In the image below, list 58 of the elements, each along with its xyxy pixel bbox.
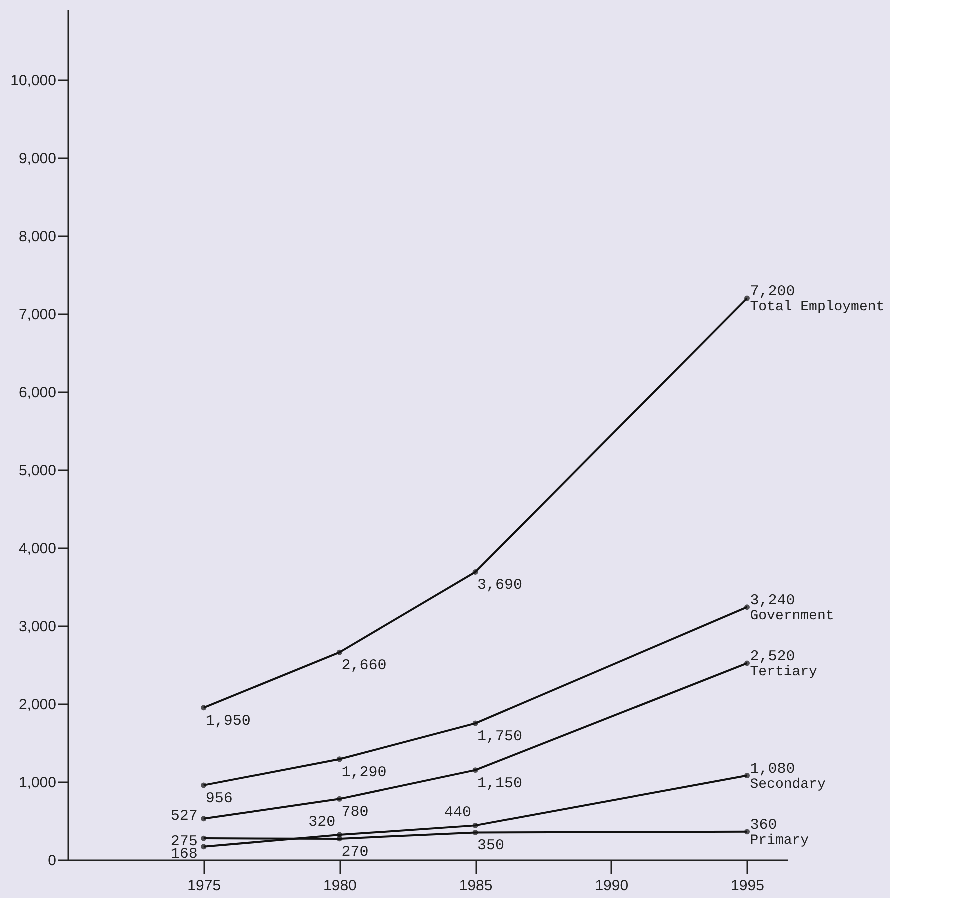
point	[201, 836, 207, 842]
data-label: 320	[308, 814, 336, 832]
x-tick-label: 1975	[188, 878, 222, 894]
y-tick-label: 6,000	[18, 384, 56, 402]
y-tick-label: 1,000	[18, 774, 56, 792]
y-tick-label: 4,000	[18, 540, 56, 558]
point	[201, 844, 207, 850]
y-tick-label: 8,000	[18, 228, 56, 246]
y-tick-label: 2,000	[18, 696, 56, 714]
point	[744, 773, 750, 779]
y-tick-label: 9,000	[18, 150, 56, 168]
point	[201, 705, 207, 711]
point	[472, 720, 478, 726]
data-label: 360	[750, 816, 778, 834]
data-label: 956	[206, 790, 233, 808]
point	[744, 660, 750, 666]
series-label: Government	[750, 608, 834, 624]
point	[472, 768, 478, 774]
x-tick-label: 1995	[731, 878, 764, 894]
data-label: 270	[342, 844, 369, 861]
data-label: 2,660	[342, 658, 387, 675]
data-label: 1,750	[478, 728, 523, 746]
point	[744, 604, 750, 610]
point	[201, 816, 207, 822]
series-label: Tertiary	[750, 664, 818, 680]
y-tick-label: 10,000	[10, 72, 56, 90]
data-label: 3,690	[478, 577, 523, 594]
data-label: 440	[444, 804, 472, 822]
data-label: 1,150	[478, 775, 523, 792]
data-label: 3,240	[750, 592, 796, 610]
series-label: Primary	[750, 832, 810, 849]
data-label: 350	[478, 838, 505, 855]
point	[336, 836, 342, 842]
data-label: 7,200	[750, 284, 796, 301]
point	[201, 782, 207, 788]
data-label: 527	[170, 808, 198, 825]
data-label: 1,290	[342, 764, 387, 782]
data-label: 780	[342, 804, 369, 822]
x-tick-label: 1980	[324, 878, 357, 894]
series-label: Total Employment	[750, 300, 885, 316]
y-tick-label: 5,000	[18, 462, 56, 480]
point	[744, 829, 750, 835]
point	[336, 796, 342, 802]
y-tick-label: 7,000	[18, 306, 56, 324]
point	[472, 830, 478, 836]
series-label: Secondary	[750, 776, 826, 793]
y-tick-label: 3,000	[18, 618, 56, 636]
x-tick-label: 1985	[459, 878, 493, 894]
point	[472, 822, 478, 828]
point	[472, 570, 478, 575]
data-label: 1,950	[206, 712, 251, 730]
y-tick-label: 0	[48, 852, 56, 870]
point	[744, 296, 750, 302]
data-label: 1,080	[750, 760, 796, 778]
x-tick-label: 1990	[595, 878, 629, 894]
data-label: 2,520	[750, 648, 796, 666]
point	[336, 756, 342, 762]
point	[336, 650, 342, 656]
